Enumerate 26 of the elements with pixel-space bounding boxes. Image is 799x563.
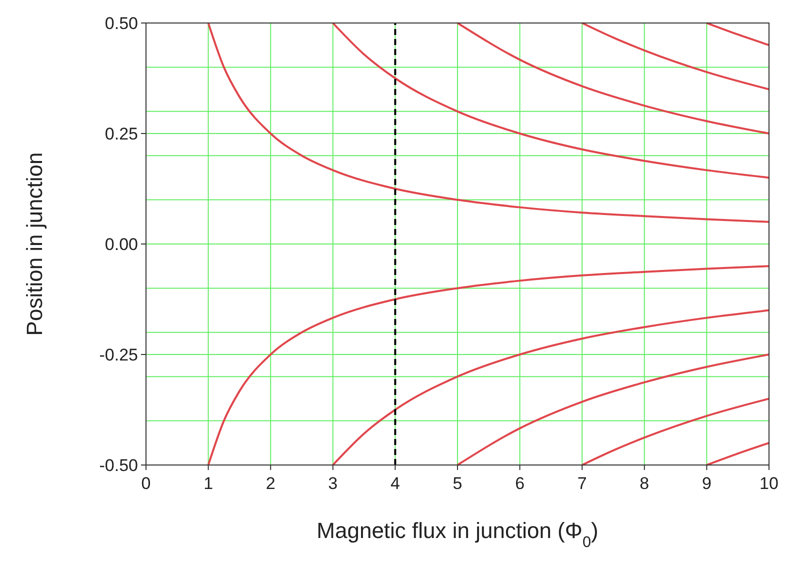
x-tick-label: 2	[266, 474, 276, 493]
x-tick-label: 5	[452, 474, 462, 493]
line-series	[332, 22, 770, 179]
line-series	[207, 265, 770, 466]
x-tick-label: 1	[204, 474, 214, 493]
y-tick-label: -0.50	[99, 456, 138, 475]
y-tick-label: 0.25	[104, 124, 138, 144]
y-tick-label: -0.25	[99, 345, 138, 364]
y-tick-label: 0.00	[104, 234, 138, 254]
x-tick-label: 4	[390, 474, 400, 493]
x-axis-title: Magnetic flux in junction (Φ$_{0}$)	[316, 518, 598, 550]
line-series	[332, 309, 770, 466]
x-tick-label: 6	[515, 474, 525, 493]
x-tick-label: 3	[328, 474, 338, 493]
line-series	[581, 22, 770, 90]
y-axis-title: Position in junction	[22, 152, 47, 336]
x-tick-label: 7	[577, 474, 587, 493]
x-tick-label: 8	[640, 474, 650, 493]
line-series	[456, 354, 770, 466]
line-series	[207, 22, 770, 223]
y-tick-label: 0.50	[104, 14, 138, 33]
line-series	[581, 398, 770, 466]
x-tick-label: 9	[702, 474, 712, 493]
x-tick-label: 0	[141, 474, 151, 493]
line-series	[456, 22, 770, 134]
x-tick-label: 10	[760, 474, 778, 493]
